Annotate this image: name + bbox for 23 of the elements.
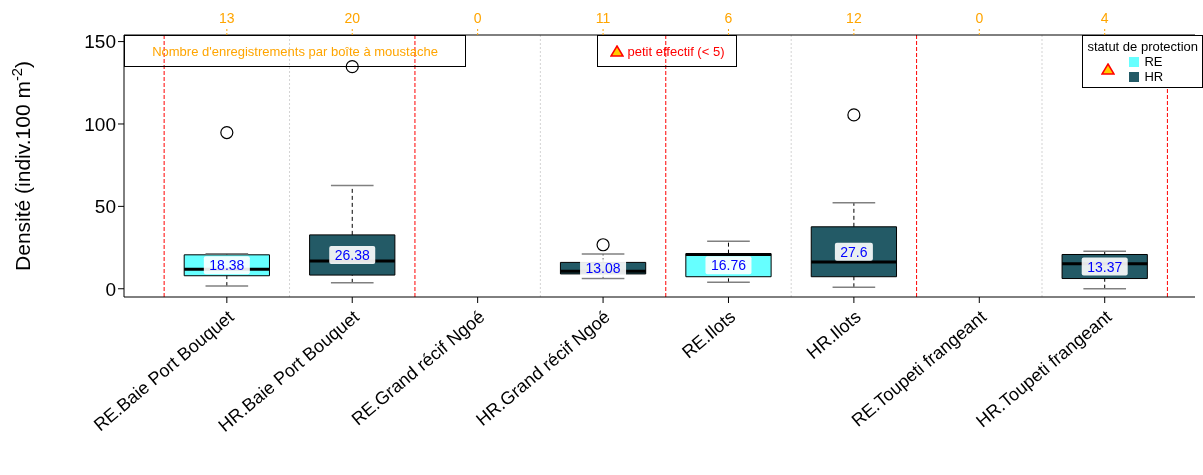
text: 11	[595, 10, 611, 27]
annotation: petit effectif (< 5)	[627, 43, 725, 59]
text: 20	[344, 10, 361, 27]
annotation: 18.38	[209, 257, 245, 274]
legend-title: statut de protection	[1087, 39, 1198, 54]
y-tick-label: 150	[84, 31, 116, 53]
text: 0	[975, 10, 984, 27]
annotation: 16.76	[710, 257, 747, 274]
y-tick-label: 100	[84, 113, 116, 135]
legend-label: RE	[1144, 54, 1163, 69]
y-tick-label: 50	[94, 196, 116, 218]
text: 4	[1100, 10, 1109, 27]
annotation: 13.08	[585, 260, 621, 277]
text: 12	[846, 10, 862, 27]
text: 6	[724, 10, 733, 27]
annotation: 26.38	[334, 246, 370, 263]
text: 13	[219, 10, 235, 27]
annotation: Nombre d'enregistrements par boîte à moustache	[124, 35, 466, 67]
text: 0	[473, 10, 482, 27]
legend-label: HR	[1144, 69, 1164, 84]
annotation: 27.6	[840, 243, 868, 260]
y-tick-label: 0	[105, 278, 116, 300]
annotation: 13.37	[1087, 258, 1123, 275]
